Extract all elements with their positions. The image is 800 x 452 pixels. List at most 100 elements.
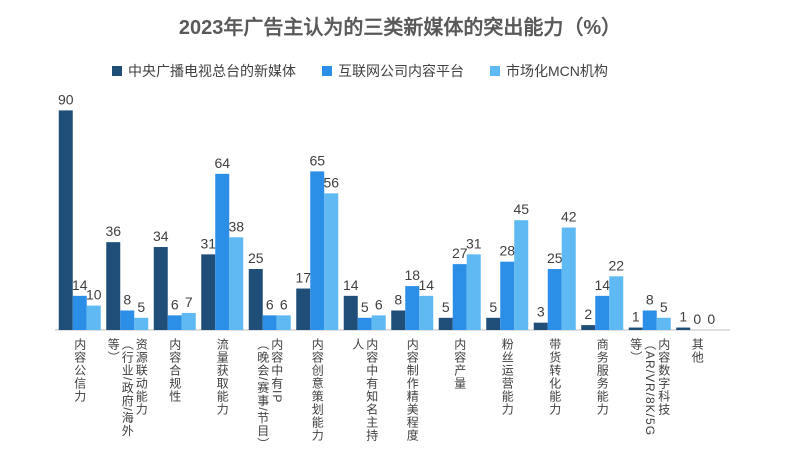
data-label: 6 bbox=[266, 296, 274, 312]
data-label: 14 bbox=[594, 277, 610, 293]
data-label: 18 bbox=[404, 267, 420, 283]
data-label: 42 bbox=[561, 209, 577, 225]
data-label: 31 bbox=[466, 235, 482, 251]
x-tick-label: 资源联动能力 （行业/政府/海外等） bbox=[106, 338, 149, 438]
bar bbox=[357, 317, 372, 330]
data-label: 1 bbox=[679, 309, 687, 325]
bar bbox=[86, 305, 101, 330]
data-label: 14 bbox=[72, 277, 88, 293]
bar bbox=[134, 317, 149, 330]
bar bbox=[72, 295, 87, 330]
bar bbox=[533, 322, 548, 330]
data-label: 56 bbox=[323, 174, 339, 190]
bar bbox=[181, 312, 196, 330]
data-label: 14 bbox=[343, 277, 359, 293]
data-label: 7 bbox=[185, 294, 193, 310]
data-label: 3 bbox=[537, 304, 545, 320]
data-label: 36 bbox=[105, 223, 121, 239]
data-label: 25 bbox=[248, 250, 264, 266]
x-tick-label: 内容合规性 bbox=[167, 338, 182, 403]
bar bbox=[438, 317, 453, 330]
legend-swatch bbox=[112, 66, 122, 76]
data-label: 2 bbox=[584, 306, 592, 322]
bar bbox=[609, 276, 624, 330]
data-label: 25 bbox=[547, 250, 563, 266]
bar bbox=[500, 261, 515, 330]
data-label: 27 bbox=[452, 245, 468, 261]
legend-label: 市场化MCN机构 bbox=[506, 63, 608, 79]
bar bbox=[201, 254, 216, 330]
bar bbox=[296, 288, 311, 330]
legend-label: 中央广播电视总台的新媒体 bbox=[128, 63, 296, 79]
x-tick-label: 内容创意策划能力 bbox=[310, 338, 325, 442]
legend-label: 互联网公司内容平台 bbox=[338, 63, 464, 79]
data-label: 45 bbox=[513, 201, 529, 217]
data-label: 5 bbox=[137, 299, 145, 315]
data-label: 14 bbox=[418, 277, 434, 293]
legend-swatch bbox=[322, 66, 332, 76]
data-label: 8 bbox=[394, 291, 402, 307]
x-tick-label: 流量获取能力 bbox=[215, 338, 230, 416]
bar bbox=[106, 242, 121, 330]
x-tick-label: 粉丝运营能力 bbox=[500, 338, 515, 416]
data-label: 6 bbox=[375, 296, 383, 312]
x-tick-label: 其他 bbox=[690, 338, 705, 364]
bar bbox=[419, 295, 434, 330]
bar bbox=[486, 317, 501, 330]
bar bbox=[153, 247, 168, 330]
data-label: 10 bbox=[86, 287, 102, 303]
x-tick-label: 内容中有IP （晚会/赛事/节目） bbox=[255, 338, 284, 451]
bar bbox=[391, 310, 406, 330]
bar bbox=[466, 254, 481, 330]
bar bbox=[215, 173, 230, 330]
x-tick-label: 内容公信力 bbox=[72, 338, 87, 403]
bar bbox=[324, 193, 339, 330]
bar bbox=[343, 295, 358, 330]
bar bbox=[167, 315, 182, 330]
data-label: 0 bbox=[693, 311, 701, 327]
bar bbox=[628, 327, 643, 330]
data-label: 64 bbox=[214, 155, 230, 171]
bar bbox=[229, 237, 244, 330]
data-label: 1 bbox=[632, 309, 640, 325]
data-label: 28 bbox=[499, 243, 515, 259]
bar bbox=[676, 327, 691, 330]
x-tick-label: 商务服务能力 bbox=[595, 338, 610, 416]
data-label: 6 bbox=[280, 296, 288, 312]
legend-swatch bbox=[490, 66, 500, 76]
x-tick-label: 内容数字科技 （AR/VR/8K/5G等） bbox=[628, 338, 671, 437]
bar bbox=[595, 295, 610, 330]
data-label: 22 bbox=[608, 257, 624, 273]
bar bbox=[120, 310, 135, 330]
data-label: 90 bbox=[58, 91, 74, 107]
bar bbox=[452, 264, 467, 330]
bar bbox=[310, 171, 325, 330]
data-label: 8 bbox=[646, 291, 654, 307]
bar bbox=[514, 220, 529, 330]
x-tick-label: 内容产量 bbox=[452, 338, 467, 390]
bar bbox=[642, 310, 657, 330]
chart-title: 2023年广告主认为的三类新媒体的突出能力（%） bbox=[179, 15, 621, 39]
data-label: 8 bbox=[123, 291, 131, 307]
bar bbox=[276, 315, 291, 330]
data-label: 5 bbox=[660, 299, 668, 315]
bar bbox=[405, 286, 420, 330]
bar bbox=[561, 227, 576, 330]
bar bbox=[262, 315, 277, 330]
data-label: 0 bbox=[707, 311, 715, 327]
x-tick-label: 内容中有知名主持人 bbox=[350, 338, 379, 442]
bar bbox=[371, 315, 386, 330]
data-label: 38 bbox=[228, 218, 244, 234]
data-label: 6 bbox=[171, 296, 179, 312]
x-tick-label: 带货转化能力 bbox=[547, 338, 562, 416]
bar bbox=[248, 269, 263, 330]
bar bbox=[581, 325, 596, 330]
bar bbox=[58, 110, 73, 331]
data-label: 5 bbox=[442, 299, 450, 315]
data-label: 34 bbox=[153, 228, 169, 244]
data-label: 65 bbox=[309, 152, 325, 168]
data-label: 5 bbox=[361, 299, 369, 315]
data-label: 5 bbox=[489, 299, 497, 315]
